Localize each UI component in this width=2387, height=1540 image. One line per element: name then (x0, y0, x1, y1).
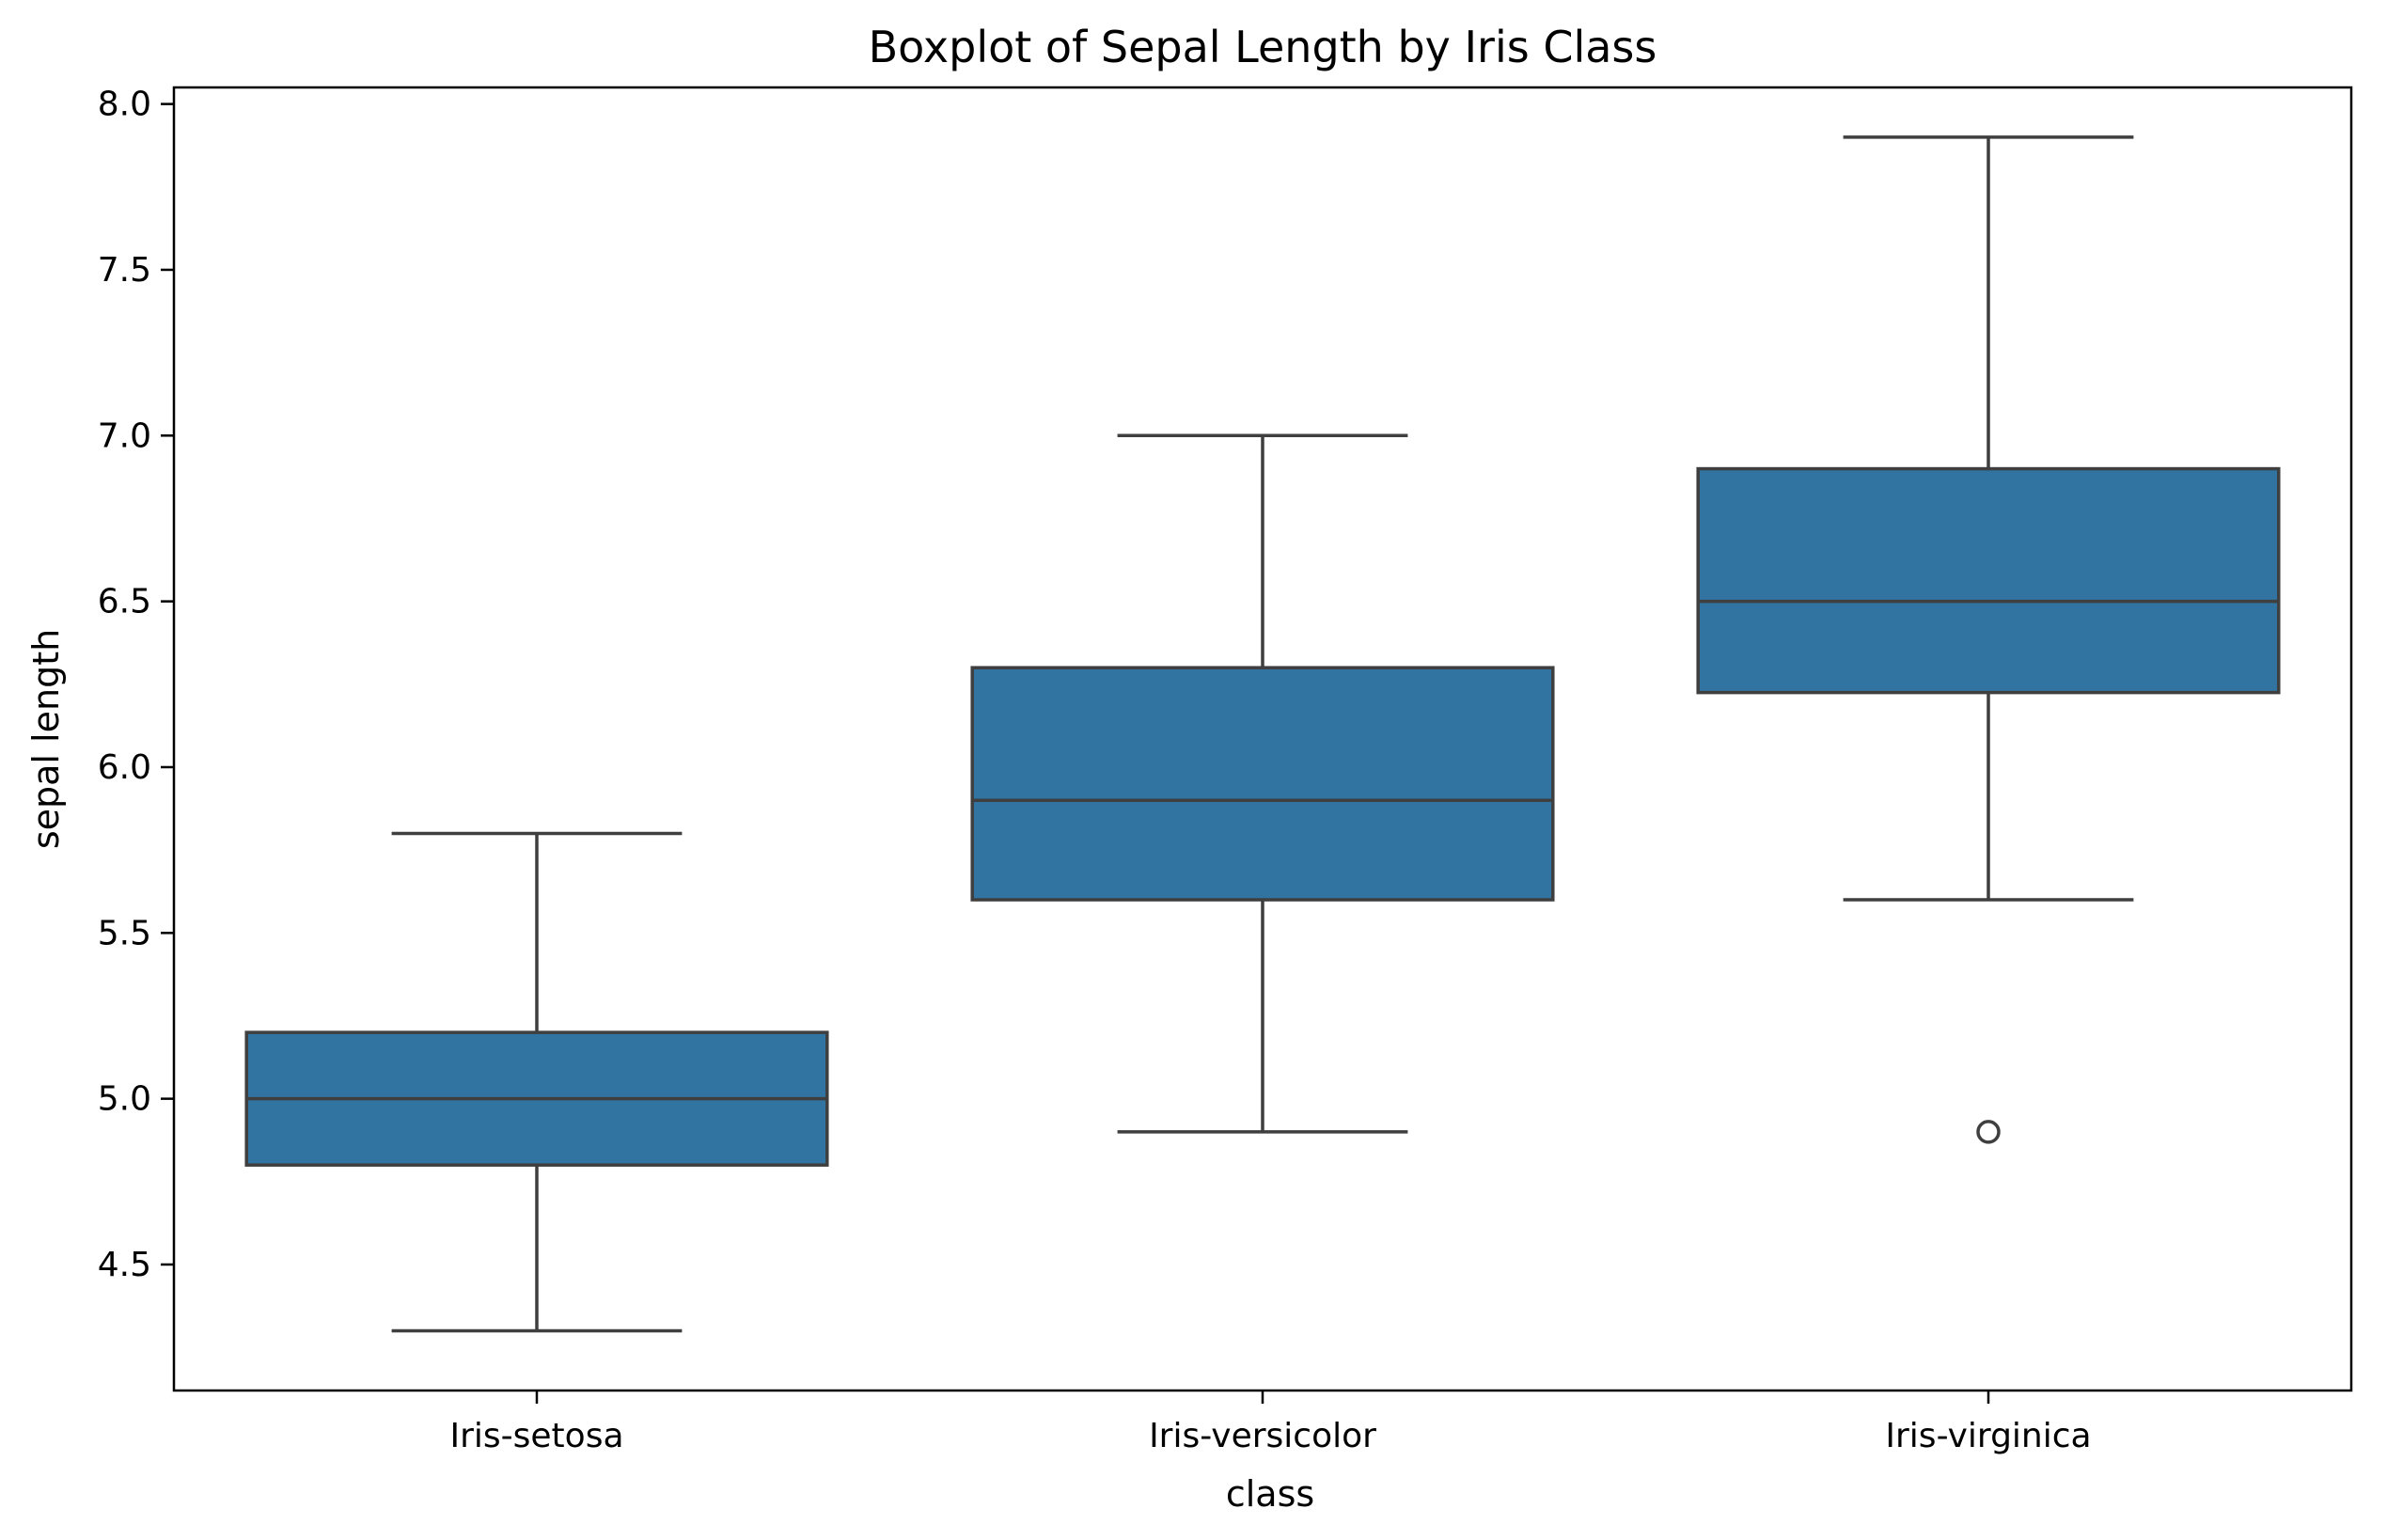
y-tick-label: 6.5 (98, 583, 151, 621)
x-axis-ticks: Iris-setosa Iris-versicolor Iris-virginica (449, 1391, 2092, 1455)
x-tick-label: Iris-setosa (449, 1417, 623, 1455)
boxes-layer (244, 135, 2281, 1333)
y-tick-label: 5.5 (98, 914, 151, 952)
chart-title: Boxplot of Sepal Length by Iris Class (869, 22, 1657, 72)
y-tick-label: 7.5 (98, 251, 151, 290)
x-axis-label: class (1226, 1473, 1314, 1515)
x-tick-label: Iris-virginica (1885, 1417, 2091, 1455)
box-group (970, 433, 1555, 1134)
y-tick-label: 7.0 (98, 416, 151, 455)
y-axis-ticks: 4.5 5.0 5.5 6.0 6.5 7.0 7.5 8.0 (98, 86, 174, 1284)
y-axis-label: sepal length (25, 629, 67, 849)
y-tick-label: 8.0 (98, 86, 151, 124)
y-tick-label: 4.5 (98, 1246, 151, 1284)
x-tick-label: Iris-versicolor (1149, 1417, 1376, 1455)
y-tick-label: 5.0 (98, 1080, 151, 1119)
box-iqr (970, 666, 1555, 902)
outlier-point (1976, 1120, 2001, 1144)
box-group (1696, 135, 2281, 1144)
box-iqr (1696, 466, 2281, 695)
box-group (244, 831, 829, 1333)
y-tick-label: 6.0 (98, 748, 151, 787)
